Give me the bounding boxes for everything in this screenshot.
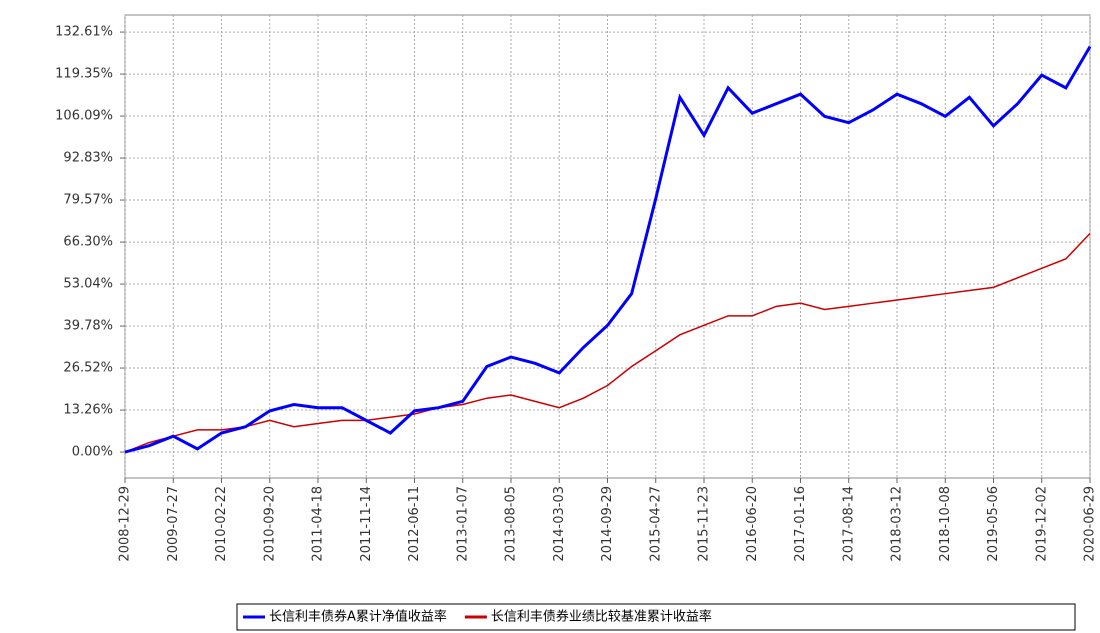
- x-tick-label: 2013-01-07: [455, 486, 470, 562]
- y-tick-label: 92.83%: [63, 151, 113, 166]
- legend-box: [236, 603, 1076, 631]
- x-tick-label: 2011-11-14: [359, 486, 374, 562]
- x-tick-label: 2013-08-05: [504, 486, 519, 562]
- y-tick-label: 106.09%: [55, 109, 113, 124]
- x-tick-label: 2018-03-12: [890, 486, 905, 562]
- series-line: [124, 45, 1092, 454]
- x-tick-label: 2010-02-22: [214, 486, 229, 562]
- x-tick-label: 2015-11-23: [697, 486, 712, 562]
- x-tick-label: 2009-07-27: [166, 486, 181, 562]
- x-tick-label: 2019-12-02: [1034, 486, 1049, 562]
- x-tick-label: 2014-03-03: [552, 486, 567, 562]
- x-tick-label: 2014-09-29: [600, 486, 615, 562]
- y-tick-label: 119.35%: [55, 67, 113, 82]
- series-line: [124, 232, 1091, 453]
- x-tick-label: 2017-08-14: [841, 486, 856, 562]
- y-tick-label: 79.57%: [63, 193, 113, 208]
- x-tick-label: 2016-06-20: [745, 486, 760, 562]
- y-tick-label: 132.61%: [55, 25, 113, 40]
- y-tick-label: 39.78%: [63, 319, 113, 334]
- legend-text: 长信利丰债券A累计净值收益率: [269, 609, 447, 625]
- x-tick-label: 2018-10-08: [938, 486, 953, 562]
- y-tick-label: 53.04%: [63, 277, 113, 292]
- x-tick-label: 2008-12-29: [118, 486, 133, 562]
- legend-text: 长信利丰债券业绩比较基准累计收益率: [491, 609, 712, 625]
- x-tick-label: 2019-05-06: [986, 486, 1001, 562]
- y-tick-label: 0.00%: [72, 445, 113, 460]
- y-tick-label: 66.30%: [63, 235, 113, 250]
- x-tick-label: 2011-04-18: [311, 486, 326, 562]
- x-tick-label: 2010-09-20: [262, 486, 277, 562]
- x-tick-label: 2017-01-16: [793, 486, 808, 562]
- x-tick-label: 2015-04-27: [648, 486, 663, 562]
- x-tick-label: 2012-06-11: [407, 486, 422, 562]
- y-tick-label: 26.52%: [63, 361, 113, 376]
- y-tick-label: 13.26%: [63, 403, 113, 418]
- x-tick-label: 2020-06-29: [1083, 486, 1098, 562]
